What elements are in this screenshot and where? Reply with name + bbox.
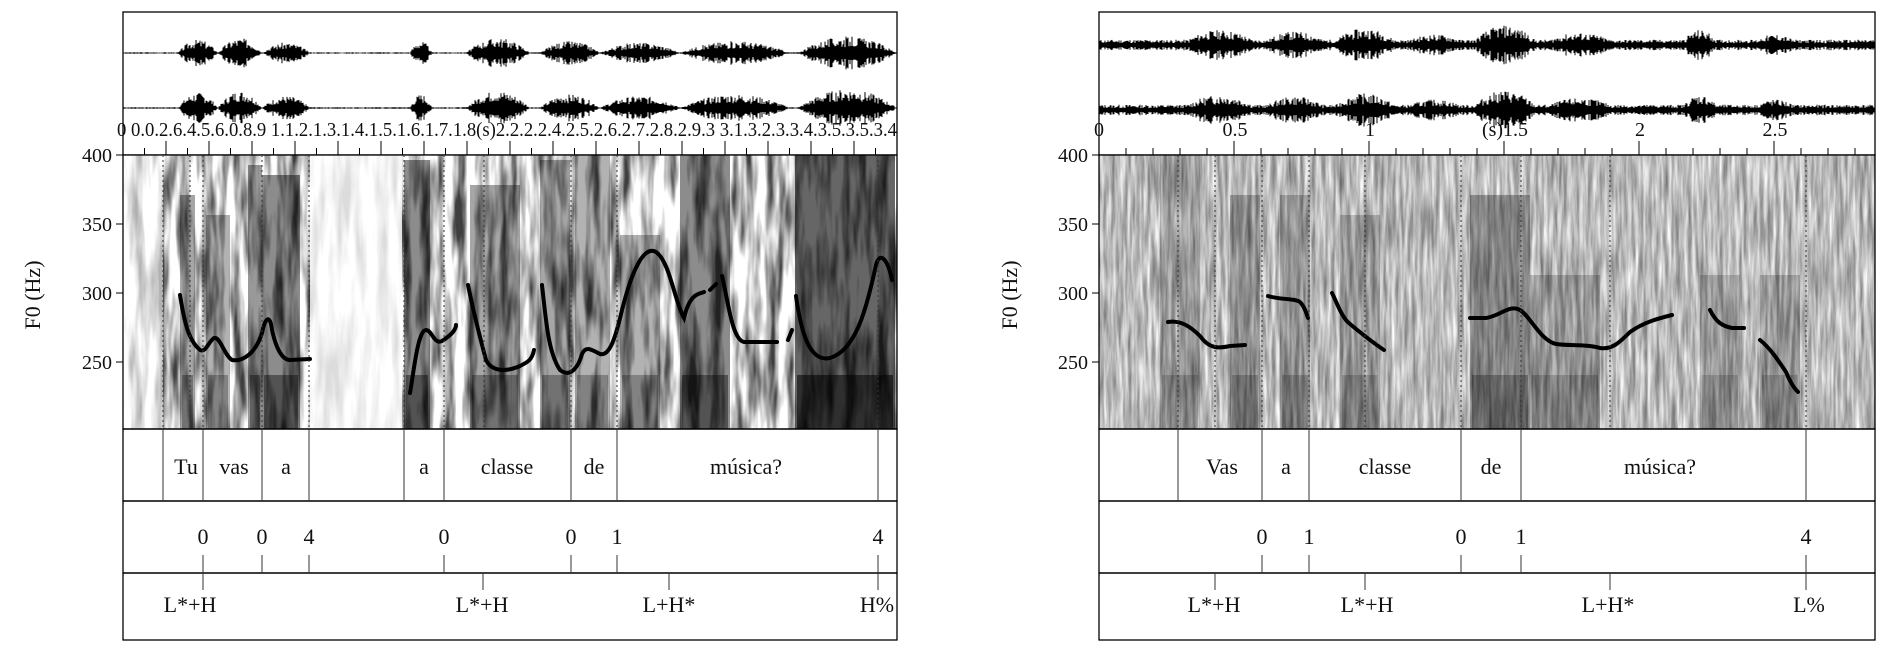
right-tone-tier: L*+H L*+H L+H* L%: [1188, 592, 1825, 617]
right-break: 1: [1516, 524, 1527, 549]
left-break: 0: [439, 524, 450, 549]
right-break-tier: 0 1 0 1 4: [1257, 524, 1812, 549]
left-tier-boundaries: [162, 155, 879, 590]
right-word: classe: [1359, 454, 1412, 479]
left-tone: L*+H: [456, 592, 509, 617]
left-break: 0: [566, 524, 577, 549]
right-break: 0: [1456, 524, 1467, 549]
left-tone-tier: L*+H L*+H L+H* H%: [164, 592, 894, 617]
right-word-tier: Vas a classe de música?: [1206, 454, 1696, 479]
right-xtick: 2: [1635, 119, 1645, 141]
right-panel: 0 0.5 1 (s)1.5 2 2.5 400 350 300 250 F0 …: [997, 11, 1876, 641]
right-tone: L*+H: [1341, 592, 1394, 617]
left-break: 4: [304, 524, 315, 549]
right-tone: L%: [1793, 592, 1825, 617]
left-word: de: [584, 454, 605, 479]
right-xtick: (s)1.5: [1482, 119, 1528, 141]
right-ytick-350: 350: [1058, 214, 1088, 236]
right-ytick-250: 250: [1058, 352, 1088, 374]
left-pitch-contour: [178, 248, 894, 395]
left-ytick-300: 300: [82, 283, 112, 305]
right-break: 4: [1801, 524, 1812, 549]
right-ytick-400: 400: [1058, 145, 1088, 167]
left-word: a: [419, 454, 429, 479]
right-word: a: [1281, 454, 1291, 479]
left-waveform-frame: [122, 11, 898, 156]
right-waveform: [1099, 25, 1875, 129]
right-y-axis-label: F0 (Hz): [997, 260, 1022, 329]
right-xtick: 1: [1365, 119, 1375, 141]
right-word: Vas: [1206, 454, 1238, 479]
left-y-axis: 400 350 300 250 F0 (Hz): [20, 145, 123, 374]
left-break: 4: [873, 524, 884, 549]
left-y-axis-label: F0 (Hz): [20, 260, 45, 329]
left-tone: L*+H: [164, 592, 217, 617]
right-xtick: 2.5: [1763, 119, 1788, 141]
left-ytick-400: 400: [82, 145, 112, 167]
left-panel: 0 0.0.2.6.4.5.6.0.8.9 1.1.2.1.3.1.4.1.5.…: [20, 11, 898, 641]
left-word: Tu: [174, 454, 198, 479]
right-break: 1: [1304, 524, 1315, 549]
left-ytick-350: 350: [82, 214, 112, 236]
left-word-tier: Tu vas a a classe de música?: [174, 454, 782, 479]
right-tier-boundaries: [1177, 155, 1807, 590]
left-time-ticks: [122, 141, 898, 155]
left-waveform: [123, 36, 897, 126]
right-ytick-300: 300: [1058, 283, 1088, 305]
right-spectrogram: [1099, 155, 1875, 429]
right-pitch-contour: [1166, 291, 1800, 394]
left-break: 1: [612, 524, 623, 549]
left-word: classe: [481, 454, 534, 479]
left-ytick-250: 250: [82, 352, 112, 374]
right-xtick: 0: [1094, 119, 1104, 141]
left-break: 0: [198, 524, 209, 549]
left-break: 0: [257, 524, 268, 549]
left-word: vas: [219, 454, 248, 479]
left-spectrogram: [123, 155, 897, 429]
left-break-tier: 0 0 4 0 0 1 4: [198, 524, 884, 549]
right-word: de: [1481, 454, 1502, 479]
left-tone: H%: [860, 592, 894, 617]
right-y-axis: 400 350 300 250 F0 (Hz): [997, 145, 1099, 374]
right-time-axis-labels: 0 0.5 1 (s)1.5 2 2.5: [1094, 119, 1788, 141]
right-xtick: 0.5: [1223, 119, 1248, 141]
left-time-axis-labels: 0 0.0.2.6.4.5.6.0.8.9 1.1.2.1.3.1.4.1.5.…: [117, 119, 897, 141]
right-time-ticks: [1098, 141, 1856, 155]
left-tone: L+H*: [643, 592, 696, 617]
right-break: 0: [1257, 524, 1268, 549]
right-tone: L*+H: [1188, 592, 1241, 617]
left-word: música?: [710, 454, 782, 479]
left-word: a: [281, 454, 291, 479]
right-tone: L+H*: [1582, 592, 1635, 617]
right-word: música?: [1624, 454, 1696, 479]
